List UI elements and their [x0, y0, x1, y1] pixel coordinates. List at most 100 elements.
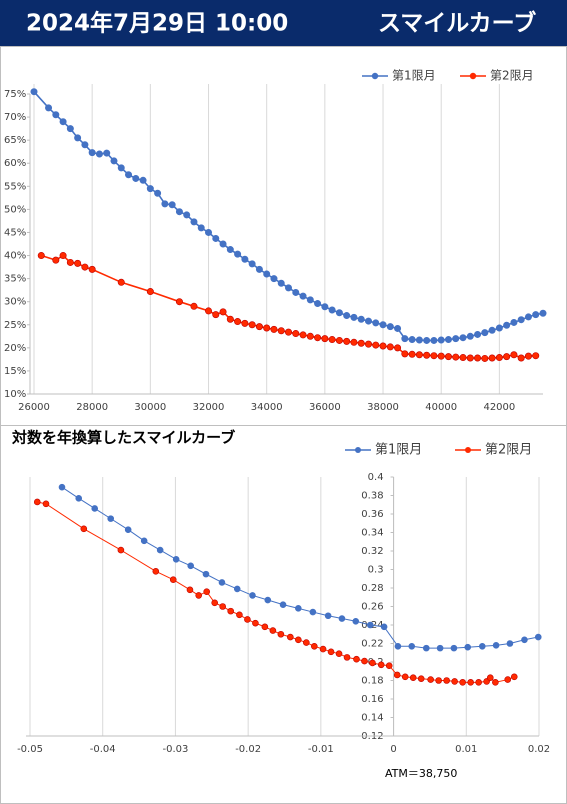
- annotation: ATM＝38,750: [385, 767, 457, 780]
- x-tick-label: 42000: [483, 402, 515, 413]
- data-point: [45, 104, 53, 112]
- x-tick-label: -0.05: [17, 744, 43, 755]
- data-point: [415, 351, 423, 359]
- data-point: [510, 318, 518, 326]
- data-point: [88, 265, 96, 273]
- legend-label: 第1限月: [375, 443, 422, 458]
- data-point: [466, 354, 474, 362]
- data-point: [299, 331, 307, 339]
- data-point: [379, 321, 387, 329]
- data-point: [357, 339, 365, 347]
- data-point: [252, 619, 259, 627]
- data-point: [284, 284, 292, 292]
- data-point: [117, 164, 125, 172]
- data-point: [408, 336, 416, 344]
- data-point: [321, 303, 329, 311]
- data-point: [306, 296, 314, 304]
- data-point: [103, 149, 111, 157]
- data-point: [269, 627, 277, 634]
- y-tick-label: 0.18: [361, 676, 383, 687]
- data-point: [401, 673, 409, 681]
- data-point: [219, 308, 227, 316]
- data-point: [195, 592, 202, 599]
- y-tick-label: 15%: [4, 366, 26, 377]
- data-point: [459, 679, 466, 686]
- data-point: [417, 675, 425, 682]
- data-point: [140, 537, 148, 545]
- data-point: [335, 336, 343, 344]
- data-point: [394, 324, 402, 332]
- data-point: [299, 292, 307, 300]
- x-tick-label: -0.01: [308, 744, 334, 755]
- y-tick-label: 70%: [4, 112, 26, 123]
- data-point: [367, 621, 374, 629]
- data-point: [156, 546, 164, 554]
- data-point: [452, 353, 460, 361]
- data-point: [236, 611, 243, 619]
- data-point: [408, 350, 416, 358]
- data-point: [152, 568, 160, 575]
- x-tick-label: 32000: [193, 402, 225, 413]
- x-tick-label: 36000: [309, 402, 341, 413]
- y-tick-label: 0.3: [368, 565, 384, 576]
- data-point: [393, 671, 401, 679]
- data-point: [74, 259, 82, 267]
- data-point: [379, 342, 387, 350]
- data-point: [37, 252, 45, 260]
- header-band: [0, 0, 567, 46]
- data-point: [233, 585, 241, 593]
- data-point: [66, 258, 74, 266]
- data-point: [66, 125, 74, 133]
- data-point: [437, 352, 445, 360]
- x-tick-label: 28000: [76, 402, 108, 413]
- data-point: [524, 352, 532, 360]
- data-point: [295, 636, 302, 644]
- data-point: [532, 352, 540, 360]
- data-point: [218, 579, 226, 586]
- data-point: [117, 278, 125, 286]
- data-point: [504, 676, 512, 683]
- data-point: [117, 546, 125, 554]
- data-point: [386, 343, 394, 351]
- data-point: [517, 316, 525, 324]
- data-point: [249, 592, 256, 599]
- data-point: [474, 330, 482, 338]
- legend-label: 第2限月: [490, 69, 534, 83]
- data-point: [306, 332, 314, 340]
- data-point: [495, 354, 503, 362]
- y-tick-label: 40%: [4, 251, 26, 262]
- y-tick-label: 10%: [4, 389, 26, 400]
- data-point: [422, 644, 430, 652]
- data-point: [292, 288, 300, 296]
- data-point: [372, 341, 380, 349]
- y-tick-label: 0.4: [368, 472, 384, 483]
- data-point: [401, 350, 409, 358]
- header-subtitle: スマイルカーブ: [378, 10, 536, 37]
- x-tick-label: -0.02: [235, 744, 261, 755]
- y-tick-label: 0.22: [361, 639, 383, 650]
- y-tick-label: 0.32: [361, 546, 383, 557]
- data-point: [203, 588, 210, 596]
- data-point: [335, 650, 343, 657]
- data-point: [146, 185, 154, 193]
- data-point: [95, 150, 103, 158]
- data-point: [107, 515, 115, 522]
- data-point: [219, 240, 227, 248]
- data-point: [314, 334, 322, 342]
- data-point: [75, 494, 83, 502]
- data-point: [261, 623, 269, 631]
- data-point: [350, 313, 358, 321]
- data-point: [292, 330, 300, 338]
- data-point: [58, 483, 66, 491]
- data-point: [248, 321, 256, 329]
- data-point: [139, 176, 147, 184]
- data-point: [186, 586, 194, 594]
- x-tick-label: 34000: [251, 402, 283, 413]
- data-point: [328, 336, 336, 344]
- data-point: [534, 633, 542, 641]
- x-tick-label: -0.03: [162, 744, 188, 755]
- data-point: [324, 612, 332, 620]
- data-point: [279, 601, 287, 608]
- data-point: [467, 679, 474, 686]
- data-point: [436, 644, 444, 652]
